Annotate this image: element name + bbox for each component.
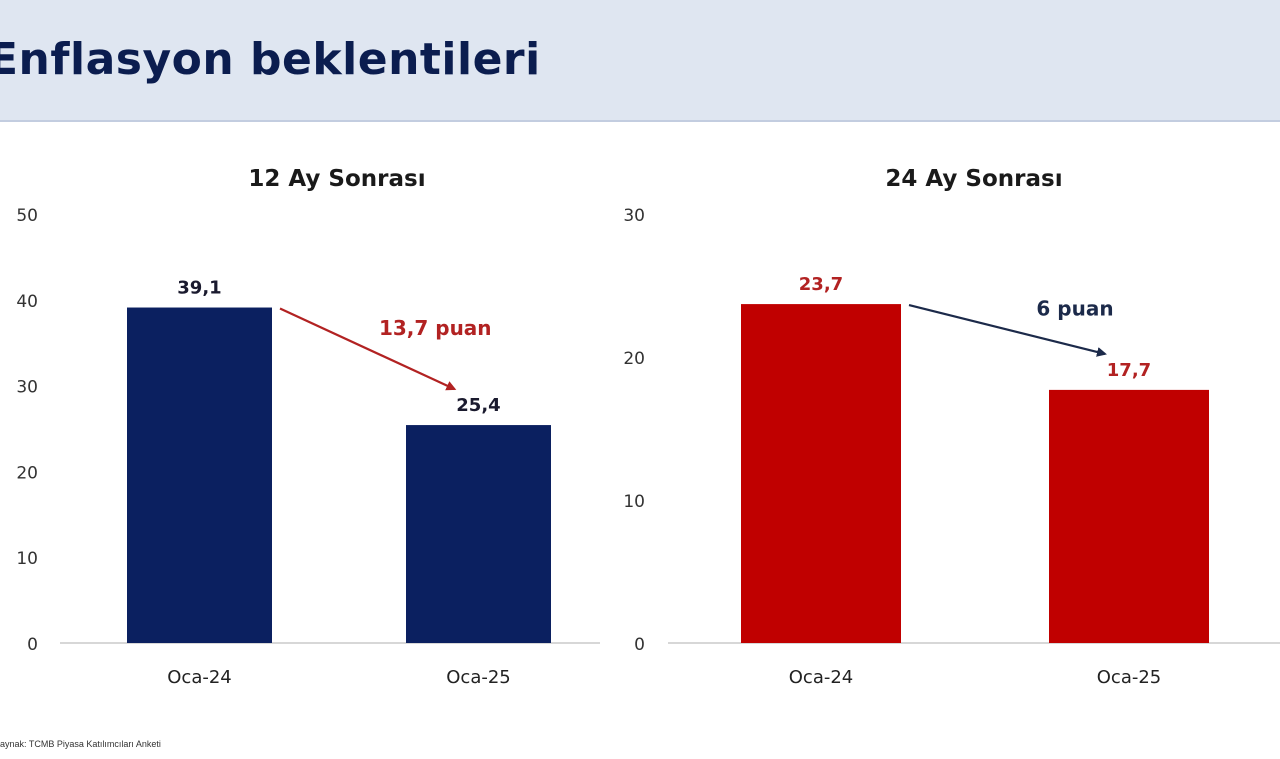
data-label: 23,7 <box>799 274 843 295</box>
chart-title: 24 Ay Sonrası <box>885 166 1062 192</box>
change-arrow <box>279 307 457 391</box>
change-arrow <box>908 304 1107 357</box>
x-tick-label: Oca-25 <box>1097 667 1162 688</box>
source-note: Kaynak: TCMB Piyasa Katılımcıları Anketi <box>0 739 161 749</box>
data-label: 39,1 <box>177 278 221 299</box>
y-tick-label: 0 <box>634 635 645 655</box>
chart-title: 12 Ay Sonrası <box>248 166 425 192</box>
y-tick-label: 30 <box>16 378 38 398</box>
y-tick-label: 10 <box>16 549 38 569</box>
chart-2: 24 Ay Sonrası 0 10 20 30 23,7 Oca-24 17,7 Oca-25… <box>623 166 1280 688</box>
y-tick-label: 30 <box>623 206 645 226</box>
y-tick-label: 20 <box>16 463 38 483</box>
bar <box>406 425 551 643</box>
chart-1: 12 Ay Sonrası 0 10 20 30 40 50 39,1 Oca-24 25,4 Oc… <box>16 166 600 688</box>
data-label: 17,7 <box>1107 360 1151 381</box>
bar <box>741 304 901 643</box>
change-annotation: 13,7 puan <box>379 316 492 340</box>
y-tick-label: 50 <box>16 206 38 226</box>
data-label: 25,4 <box>456 395 500 416</box>
bar <box>1049 389 1209 643</box>
y-tick-label: 20 <box>623 349 645 369</box>
x-tick-label: Oca-24 <box>789 667 854 688</box>
y-tick-label: 10 <box>623 492 645 512</box>
page-title: Enflasyon beklentileri <box>0 34 541 85</box>
y-tick-label: 0 <box>27 635 38 655</box>
charts-area: 12 Ay Sonrası 0 10 20 30 40 50 39,1 Oca-24 25,4 Oc… <box>16 166 1280 688</box>
header-banner: Enflasyon beklentileri <box>0 0 1280 122</box>
x-tick-label: Oca-25 <box>446 667 511 688</box>
bar <box>127 307 272 643</box>
y-tick-label: 40 <box>16 292 38 312</box>
x-tick-label: Oca-24 <box>167 667 232 688</box>
change-annotation: 6 puan <box>1036 296 1113 320</box>
